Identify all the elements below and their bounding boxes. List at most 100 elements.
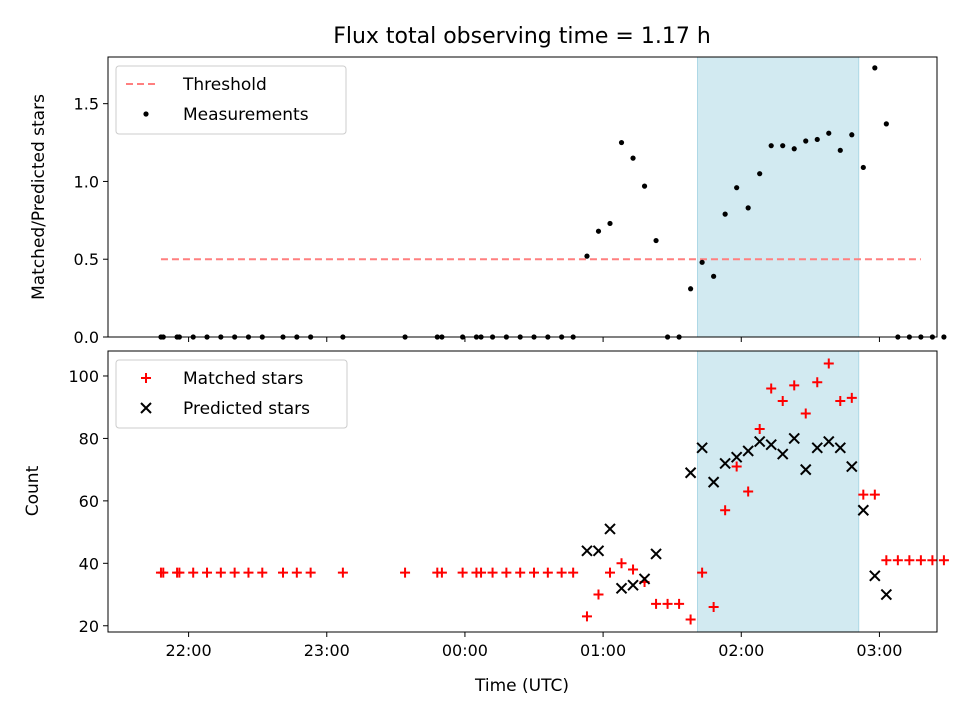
measurement-point	[699, 259, 705, 265]
matched-star-point	[904, 555, 915, 566]
x-tick-label: 22:00	[166, 641, 212, 660]
matched-star-point	[215, 567, 226, 578]
chart-title: Flux total observing time = 1.17 h	[333, 24, 711, 49]
predicted-star-point	[788, 432, 800, 445]
bottom-y-tick-label: 60	[79, 492, 99, 511]
predicted-star-point	[638, 573, 651, 585]
legend-matched-swatch	[141, 373, 151, 383]
matched-star-point	[305, 567, 316, 578]
top-y-tick-label: 1.5	[74, 95, 99, 114]
matched-star-point	[291, 567, 302, 578]
predicted-star-point	[615, 582, 628, 594]
top-y-axis-label: Matched/Predicted stars	[29, 94, 49, 300]
matched-star-point	[278, 567, 289, 578]
x-axis-label: Time (UTC)	[474, 676, 569, 696]
top-y-tick-label: 1.0	[74, 172, 99, 191]
matched-star-point	[731, 461, 742, 472]
measurement-point	[641, 183, 648, 189]
measurement-point	[826, 130, 832, 136]
matched-star-point	[229, 567, 240, 578]
legend-measurements-swatch	[143, 111, 149, 117]
measurement-point	[941, 334, 947, 340]
bottom-y-tick-label: 20	[79, 617, 99, 636]
measurement-point	[745, 205, 751, 211]
predicted-star-point	[696, 442, 708, 454]
matched-star-point	[556, 567, 567, 578]
matched-star-point	[835, 395, 846, 406]
predicted-star-point	[880, 588, 893, 601]
x-tick-label: 00:00	[442, 641, 488, 660]
matched-star-point	[651, 598, 662, 609]
matched-star-point	[605, 567, 616, 578]
top-legend: Threshold Measurements	[115, 65, 347, 135]
predicted-star-point	[627, 579, 639, 591]
measurement-point	[849, 132, 855, 138]
matched-star-point	[243, 567, 254, 578]
matched-star-point	[568, 567, 579, 578]
measurement-point	[584, 253, 590, 259]
predicted-star-point	[730, 451, 743, 463]
predicted-star-point	[834, 442, 846, 454]
bottom-legend: Matched stars Predicted stars	[115, 359, 348, 429]
bottom-legend-box	[115, 359, 348, 429]
matched-star-point	[515, 567, 526, 578]
matched-star-point	[400, 567, 411, 578]
predicted-star-point	[581, 545, 593, 557]
matched-star-point	[436, 567, 447, 578]
measurement-point	[872, 65, 878, 71]
predicted-star-point	[684, 467, 697, 479]
matched-star-point	[789, 380, 800, 391]
matched-star-point	[202, 567, 213, 578]
x-tick-label: 02:00	[718, 641, 764, 660]
measurement-point	[618, 139, 625, 146]
measurement-point	[780, 143, 786, 149]
matched-star-point	[754, 424, 765, 435]
matched-star-point	[777, 395, 788, 406]
matched-star-point	[892, 555, 903, 566]
x-tick-label: 03:00	[856, 641, 902, 660]
measurement-point	[837, 147, 843, 153]
bottom-panel: 20 40 60 80 100 22:00 23:00 00:00 01:00 02:00 03:0…	[68, 350, 949, 660]
matched-star-point	[927, 555, 938, 566]
matched-star-point	[915, 555, 926, 566]
top-panel: 0.0 0.5 1.0 1.5 Threshold Measurements	[74, 56, 947, 347]
bottom-axes-frame	[107, 350, 938, 633]
matched-star-point	[881, 555, 892, 566]
matched-star-point	[766, 383, 777, 394]
top-y-tick-label: 0.5	[74, 250, 99, 269]
predicted-star-point	[753, 435, 766, 448]
matched-star-point	[800, 408, 811, 419]
matched-star-point	[188, 567, 199, 578]
matched-star-point	[628, 564, 639, 575]
matched-star-point	[501, 567, 512, 578]
matched-star-point	[158, 567, 169, 578]
bottom-y-tick-label: 80	[79, 429, 99, 448]
predicted-star-point	[650, 548, 662, 560]
x-tick-label: 01:00	[580, 641, 626, 660]
legend-predicted-swatch	[140, 402, 152, 414]
measurement-point	[860, 164, 866, 171]
matched-star-point	[662, 598, 673, 609]
matched-star-point	[476, 567, 487, 578]
matched-star-point	[720, 505, 731, 516]
measurement-point	[595, 228, 602, 234]
measurement-point	[768, 143, 774, 149]
matched-star-point	[581, 611, 592, 622]
bottom-y-tick-label: 100	[68, 367, 99, 386]
predicted-star-point	[823, 435, 835, 448]
matched-star-point	[697, 567, 708, 578]
bottom-shaded-interval	[697, 350, 860, 633]
predicted-star-point	[592, 545, 605, 557]
top-axes-frame	[107, 56, 938, 338]
measurement-point	[688, 286, 694, 292]
legend-label: Predicted stars	[183, 399, 310, 419]
legend-label: Threshold	[182, 75, 267, 95]
matched-star-point	[823, 358, 834, 369]
measurement-point	[607, 220, 613, 227]
matched-star-point	[542, 567, 553, 578]
predicted-star-point	[707, 476, 720, 488]
matched-star-point	[858, 489, 869, 500]
predicted-star-point	[765, 438, 777, 451]
measurement-point	[757, 171, 763, 177]
measurement-point	[722, 211, 728, 217]
